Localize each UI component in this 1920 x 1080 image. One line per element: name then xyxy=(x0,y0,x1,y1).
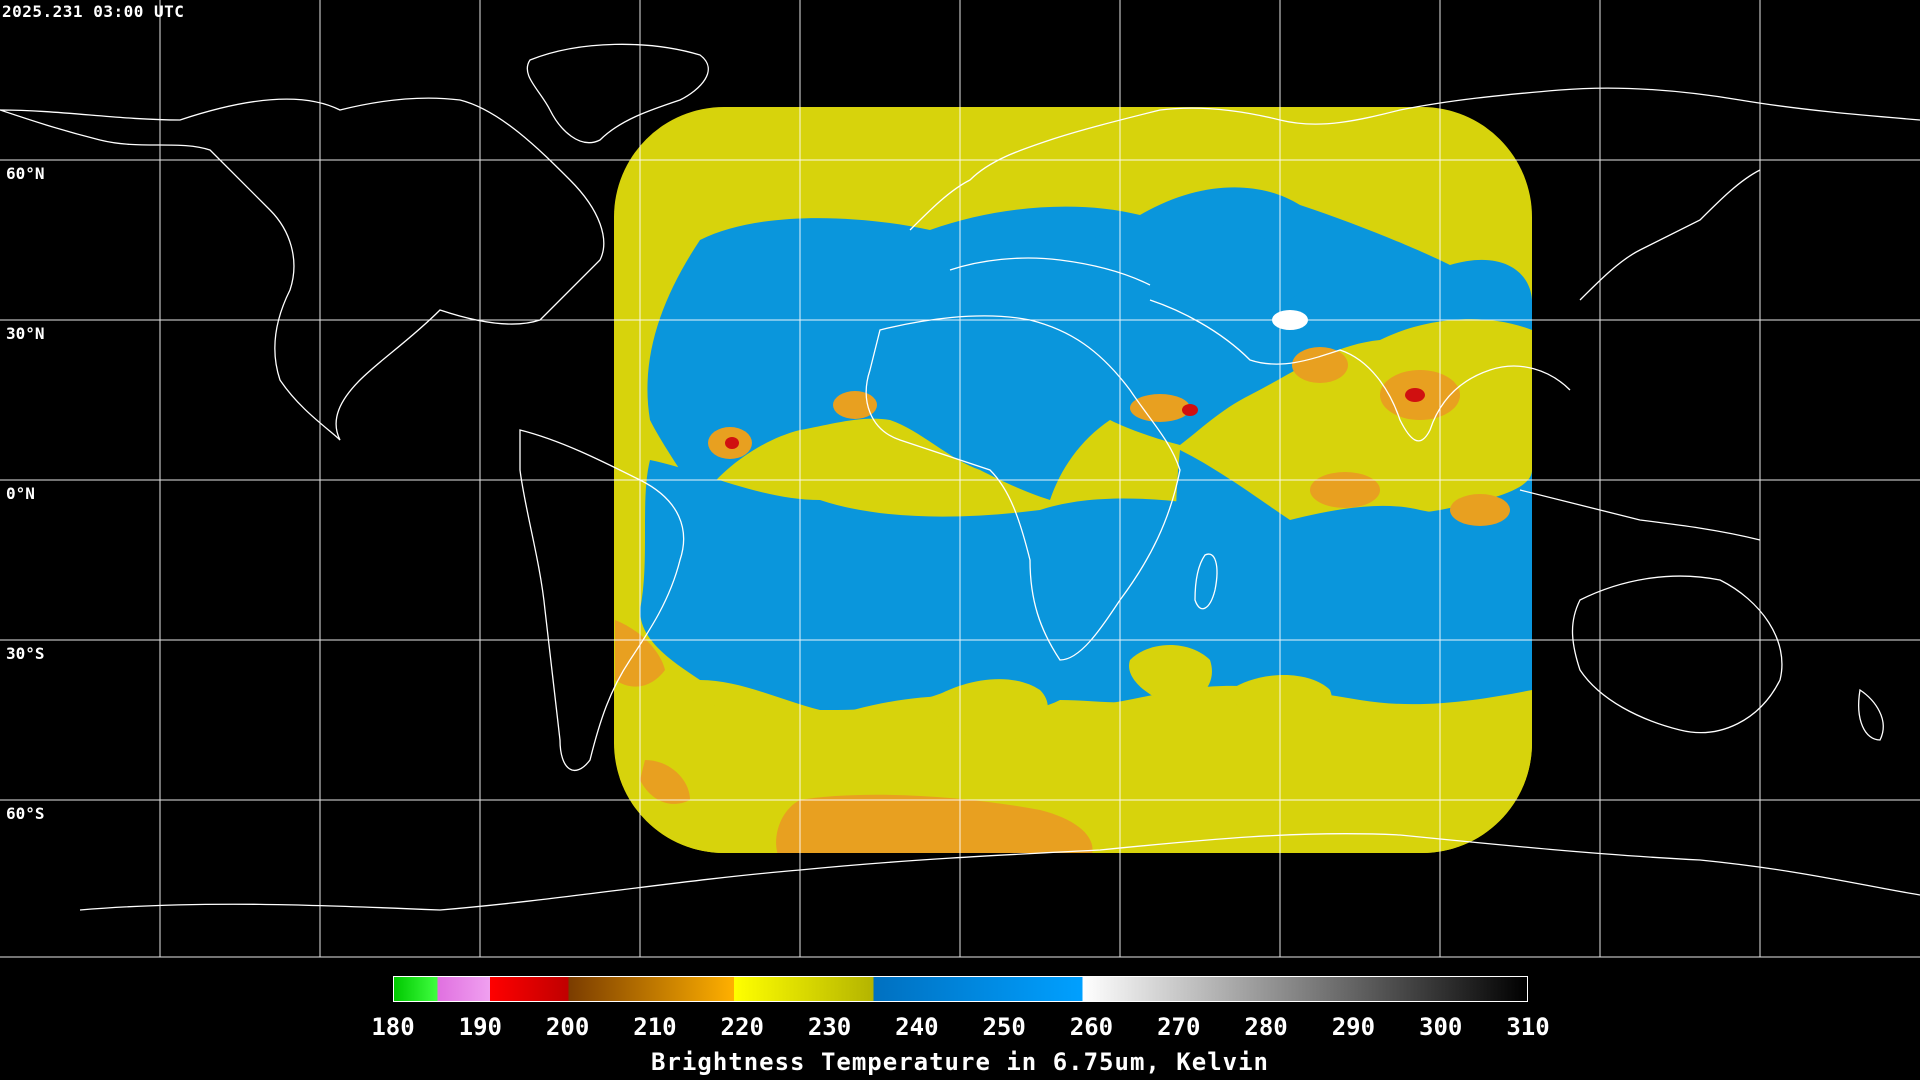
coast-europe xyxy=(909,87,1920,231)
convection-antarctic xyxy=(776,794,1093,853)
map-panel: 2025.231 03:00 UTC 60°N 30°N 0°N 30°S 60… xyxy=(0,0,1920,958)
coast-south-america xyxy=(519,429,685,772)
colorbar-tick-260: 260 xyxy=(1069,1013,1114,1041)
lat-label-60n: 60°N xyxy=(6,164,45,183)
colorbar-tick-220: 220 xyxy=(720,1013,764,1041)
storm-indian-ocean xyxy=(1310,472,1380,508)
coast-africa xyxy=(865,315,1181,661)
coastlines xyxy=(0,43,1920,911)
lat-label-0n: 0°N xyxy=(6,484,35,503)
coast-australia xyxy=(1571,575,1783,734)
coast-north-america xyxy=(0,97,605,441)
colorbar-tick-190: 190 xyxy=(458,1013,502,1041)
timestamp: 2025.231 03:00 UTC xyxy=(2,2,185,21)
colorbar-tick-180: 180 xyxy=(371,1013,415,1041)
dry-region-indian xyxy=(1175,450,1532,740)
dry-region-mideast xyxy=(1087,220,1310,337)
colorbar-title: Brightness Temperature in 6.75um, Kelvin xyxy=(651,1048,1269,1076)
coast-madagascar xyxy=(1194,553,1218,610)
world-map xyxy=(0,0,1920,958)
storm-ethiopia-core xyxy=(1182,404,1198,416)
coast-mediterranean xyxy=(949,257,1151,286)
coast-new-zealand xyxy=(1858,688,1884,741)
colorbar-tick-250: 250 xyxy=(982,1013,1026,1041)
storm-india-core xyxy=(1405,388,1425,402)
lat-label-30s: 30°S xyxy=(6,644,45,663)
moist-swirl-3 xyxy=(1230,675,1332,726)
convection-sa2 xyxy=(640,760,690,804)
colorbar-tick-280: 280 xyxy=(1244,1013,1288,1041)
dry-region-atlantic-africa xyxy=(647,187,1532,500)
lat-label-60s: 60°S xyxy=(6,804,45,823)
coast-antarctica xyxy=(79,833,1920,911)
graticule xyxy=(0,0,1920,958)
moist-swirl-2 xyxy=(1129,645,1212,703)
coast-east-asia xyxy=(1579,169,1761,301)
storm-sumatra xyxy=(1450,494,1510,526)
colorbar-tick-270: 270 xyxy=(1157,1013,1201,1041)
coast-arabia-india xyxy=(1149,299,1571,442)
storm-ethiopia xyxy=(1130,394,1190,422)
coast-greenland xyxy=(526,43,709,144)
colorbar-tick-290: 290 xyxy=(1331,1013,1376,1041)
colorbar-tick-310: 310 xyxy=(1506,1013,1550,1041)
moist-swirl-1 xyxy=(930,679,1048,740)
colorbar-tick-240: 240 xyxy=(895,1013,939,1041)
colorbar-tick-210: 210 xyxy=(633,1013,677,1041)
storm-arabian xyxy=(1292,347,1348,383)
colorbar-tick-230: 230 xyxy=(807,1013,852,1041)
colorbar xyxy=(393,976,1528,1002)
colorbar-tick-300: 300 xyxy=(1419,1013,1463,1041)
lat-label-30n: 30°N xyxy=(6,324,45,343)
storm-atlantic-core xyxy=(725,437,739,449)
coast-indonesia xyxy=(1519,489,1761,541)
colorbar-tick-200: 200 xyxy=(545,1013,590,1041)
